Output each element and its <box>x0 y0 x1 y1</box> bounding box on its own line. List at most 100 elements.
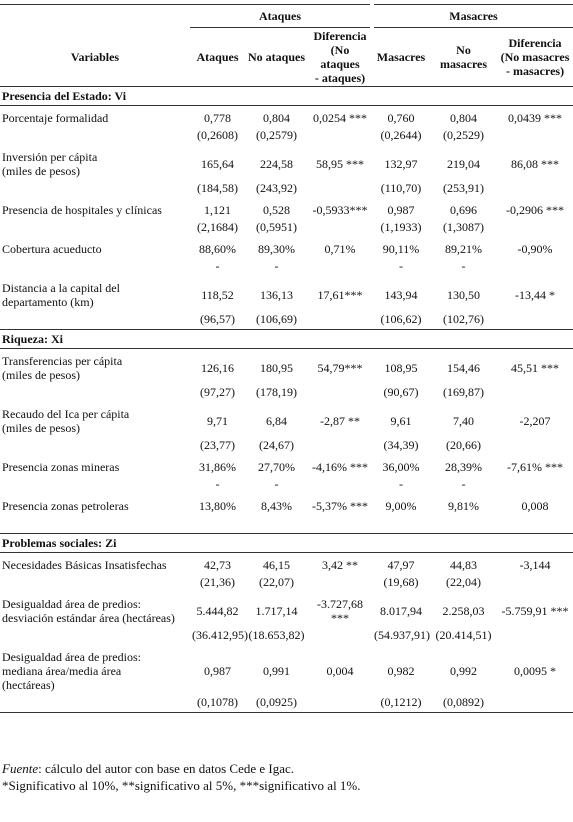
sd-cell: (0,2529) <box>443 128 485 142</box>
sd-cell <box>190 513 245 534</box>
variable-label: Recaudo del Ica per cápita (miles de peso… <box>0 402 190 435</box>
source-text: : cálculo del autor con base en datos Ce… <box>38 761 295 776</box>
value-cell: -13,44 * <box>515 288 556 302</box>
column-header-line: masacres <box>439 57 488 71</box>
sd-cell <box>497 572 573 592</box>
value-cell: 165,64 <box>201 157 234 171</box>
value-cell: 0,982 <box>387 664 415 678</box>
sd-cell <box>497 625 573 645</box>
value-cell: 47,97 <box>387 558 415 572</box>
blank-cell <box>0 572 190 592</box>
blank-cell <box>0 692 190 713</box>
value-cell: 8,43% <box>261 499 292 513</box>
group-header: Ataques <box>190 4 373 28</box>
variable-label-line: Presencia zonas petroleras <box>2 499 129 513</box>
value-cell: 0,987 <box>204 664 231 678</box>
value-cell: -3.727,68 *** <box>317 597 363 625</box>
blank-cell <box>0 625 190 645</box>
sd-cell: (34,39) <box>383 438 419 452</box>
value-cell: 2.258,03 <box>442 604 485 618</box>
column-header-line: Diferencia <box>508 36 562 50</box>
value-cell: 1.717,14 <box>255 604 298 618</box>
value-cell: 0,696 <box>450 203 478 217</box>
value-cell: 31,86% <box>199 460 236 474</box>
source-line: Fuente: cálculo del autor con base en da… <box>2 760 361 777</box>
sd-cell <box>430 513 497 534</box>
section-title: Riqueza: Xi <box>0 329 573 349</box>
sd-cell: (0,2608) <box>197 128 238 142</box>
section-row: Presencia del Estado: Vi <box>0 86 573 106</box>
value-cell: 0,008 <box>521 499 549 513</box>
value-cell: 126,16 <box>201 361 234 375</box>
variable-label: Necesidades Básicas Insatisfechas <box>0 553 190 572</box>
value-cell: 0,0254 *** <box>313 111 367 125</box>
variable-label: Desigualdad área de predios: mediana área… <box>0 645 190 692</box>
sd-cell: (243,92) <box>256 181 297 195</box>
value-cell: -0,90% <box>517 242 553 256</box>
sd-cell: - <box>274 259 279 273</box>
sd-cell: (184,58) <box>197 181 238 195</box>
sd-cell: (97,27) <box>200 385 235 399</box>
sd-cell: (0,2579) <box>256 128 297 142</box>
sd-row <box>0 513 573 534</box>
value-cell: 9,81% <box>448 499 480 513</box>
sd-cell <box>497 513 573 534</box>
column-header: Ataques <box>190 27 245 87</box>
column-header: No masacres <box>430 27 498 87</box>
table-body: Presencia del Estado: Vi Porcentaje forma… <box>0 86 573 713</box>
value-cell: 0,804 <box>263 111 290 125</box>
value-cell: 0,991 <box>263 664 290 678</box>
column-header-line: Diferencia <box>313 29 367 43</box>
sd-cell <box>497 178 573 198</box>
sd-cell <box>308 382 372 402</box>
column-header: Diferencia (No masacres - masacres) <box>497 27 573 87</box>
sd-cell <box>372 513 430 534</box>
column-header: Masacres <box>372 27 431 87</box>
blank-cell <box>0 256 190 276</box>
value-cell: 9,71 <box>207 414 228 428</box>
value-cell: -4,16% *** <box>312 460 368 474</box>
variable-label-line: Recaudo del Ica per cápita <box>2 407 130 421</box>
value-cell: 89,21% <box>445 242 483 256</box>
value-cell: 0,0095 * <box>514 664 557 678</box>
group-header: Masacres <box>370 4 573 28</box>
sd-cell: (0,0925) <box>245 692 308 713</box>
column-header-line: Variables <box>70 49 120 64</box>
value-cell: 132,97 <box>384 157 418 171</box>
sd-cell: (1,3087) <box>443 220 485 234</box>
variable-row: Desigualdad área de predios: mediana área… <box>0 645 573 692</box>
column-header: Variables <box>0 27 190 87</box>
results-table: Ataques Masacres Variables Ataques No ataq… <box>0 4 573 713</box>
variable-label: Presencia de hospitales y clínicas <box>0 198 190 217</box>
column-header-line: No <box>456 43 471 57</box>
sd-cell: (1,1933) <box>380 220 422 234</box>
variable-row: Desigualdad área de predios: desviación e… <box>0 592 573 625</box>
variable-label: Desigualdad área de predios: desviación e… <box>0 592 190 625</box>
value-cell: -7,61% *** <box>507 460 564 474</box>
sd-cell <box>497 125 573 145</box>
sd-row: (2,1684) (0,5951) (1,1933) (1,3087) <box>0 217 573 237</box>
variable-label: Distancia a la capital del departamento (… <box>0 276 190 309</box>
variable-label-line: desviación estándar área (hectáreas) <box>2 611 175 625</box>
blank-cell <box>0 382 190 402</box>
value-cell: 154,46 <box>447 361 481 375</box>
sd-cell <box>308 692 373 713</box>
column-header: No ataques <box>245 27 308 87</box>
value-cell: 17,61*** <box>317 288 363 302</box>
sd-cell <box>245 513 308 534</box>
variable-row: Presencia zonas mineras 31,86% 27,70% -4,16… <box>0 455 573 474</box>
blank-cell <box>0 178 190 198</box>
column-header-line: (No masacres <box>500 50 570 64</box>
section-row: Problemas sociales: Zi <box>0 533 573 553</box>
value-cell: 0,760 <box>387 111 415 125</box>
value-cell: 44,83 <box>450 558 478 572</box>
sd-cell: (24,67) <box>259 438 294 452</box>
sd-cell <box>308 178 372 198</box>
sd-cell <box>308 217 372 237</box>
sd-cell <box>497 474 573 494</box>
sd-cell: (0,1078) <box>190 692 245 713</box>
value-cell: 45,51 *** <box>511 361 560 375</box>
sd-cell <box>497 382 573 402</box>
value-cell: 5.444,82 <box>196 604 239 618</box>
value-cell: -5,37% *** <box>312 499 368 513</box>
